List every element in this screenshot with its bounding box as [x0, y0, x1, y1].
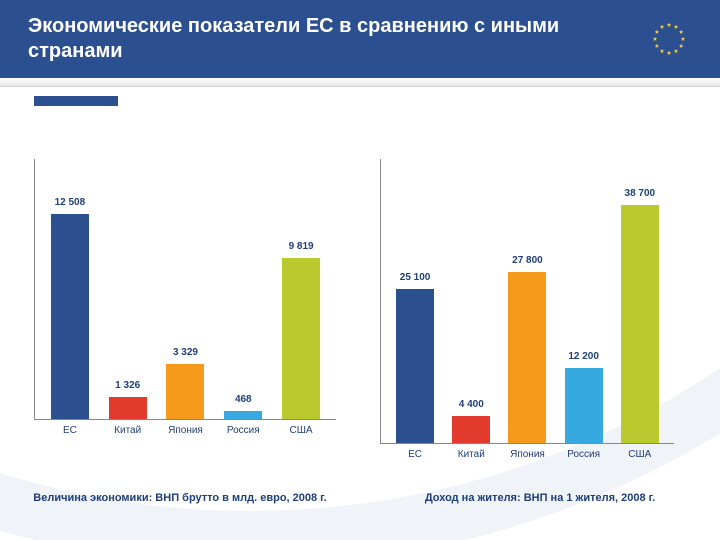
- bar: [166, 364, 204, 419]
- header-shadow: [0, 78, 720, 87]
- bar-value-label: 468: [235, 394, 252, 405]
- bar-col: 3 329: [159, 347, 211, 419]
- header: Экономические показатели ЕС в сравнению …: [0, 0, 720, 78]
- bar-col: 9 819: [275, 241, 327, 419]
- category-label: США: [615, 449, 666, 460]
- chart-caption: Доход на жителя: ВНП на 1 жителя, 2008 г…: [360, 492, 720, 504]
- bar-col: 12 508: [44, 197, 96, 419]
- chart-economy-size: 12 508 1 326 3 329 468 9 819 ЕС Китай Япония Ро…: [0, 130, 360, 540]
- bar-col: 468: [217, 394, 269, 419]
- bar-value-label: 12 508: [55, 197, 86, 208]
- bar: [51, 214, 89, 419]
- bar-col: 12 200: [558, 351, 609, 443]
- bars-row: 25 100 4 400 27 800 12 200 38 700: [381, 159, 674, 443]
- bar-value-label: 38 700: [625, 188, 656, 199]
- bar: [565, 368, 603, 443]
- category-label: Япония: [159, 425, 211, 436]
- chart-income-per-capita: 25 100 4 400 27 800 12 200 38 700 ЕС Китай Япо…: [360, 130, 720, 540]
- accent-bar: [34, 96, 118, 106]
- bar-value-label: 9 819: [289, 241, 314, 252]
- bar-value-label: 25 100: [400, 272, 431, 283]
- bar-value-label: 27 800: [512, 255, 543, 266]
- bar-col: 25 100: [390, 272, 441, 443]
- bar: [282, 258, 320, 419]
- bar: [224, 411, 262, 419]
- bar-value-label: 12 200: [568, 351, 599, 362]
- slide: Экономические показатели ЕС в сравнению …: [0, 0, 720, 540]
- category-label: ЕС: [44, 425, 96, 436]
- category-label: Китай: [102, 425, 154, 436]
- slide-title: Экономические показатели ЕС в сравнению …: [28, 14, 628, 64]
- chart-axes: 12 5081 3263 3294689 819 ЕСКитайЯпонияРо…: [34, 159, 336, 420]
- charts-row: 12 508 1 326 3 329 468 9 819 ЕС Китай Япония Ро…: [0, 130, 720, 540]
- chart-axes: 25 1004 40027 80012 20038 700 ЕСКитайЯпо…: [380, 159, 674, 444]
- bar-value-label: 4 400: [459, 399, 484, 410]
- bar-value-label: 1 326: [115, 380, 140, 391]
- category-label: Япония: [502, 449, 553, 460]
- bar: [452, 416, 490, 443]
- category-label: Китай: [446, 449, 497, 460]
- bar-col: 4 400: [446, 399, 497, 443]
- category-label: Россия: [558, 449, 609, 460]
- chart-caption: Величина экономики: ВНП брутто в млд. ев…: [0, 492, 360, 504]
- bar: [508, 272, 546, 443]
- eu-flag-icon: [638, 17, 700, 61]
- category-label: Россия: [217, 425, 269, 436]
- category-label: США: [275, 425, 327, 436]
- bar-col: 1 326: [102, 380, 154, 419]
- bar: [109, 397, 147, 419]
- bars-row: 12 508 1 326 3 329 468 9 819: [35, 159, 336, 419]
- bar: [396, 289, 434, 443]
- bar: [621, 205, 659, 443]
- bar-col: 27 800: [502, 255, 553, 443]
- bar-col: 38 700: [615, 188, 666, 443]
- category-label: ЕС: [390, 449, 441, 460]
- category-row: ЕС Китай Япония Россия США: [35, 419, 336, 436]
- category-row: ЕС Китай Япония Россия США: [381, 443, 674, 460]
- bar-value-label: 3 329: [173, 347, 198, 358]
